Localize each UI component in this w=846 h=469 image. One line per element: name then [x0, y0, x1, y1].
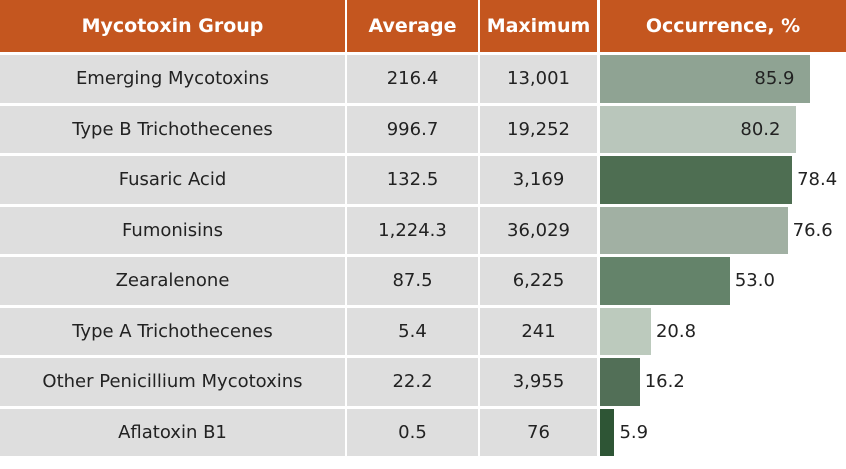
- occurrence-bar: [600, 307, 651, 355]
- occurrence-label: 16.2: [644, 371, 685, 393]
- cell: Aflatoxin B1: [0, 408, 345, 456]
- bar-cell: [600, 408, 846, 456]
- cell: 13,001: [480, 55, 597, 103]
- occurrence-label: 80.2: [740, 118, 781, 140]
- cell: Fusaric Acid: [0, 156, 345, 204]
- occurrence-label: 5.9: [619, 421, 649, 443]
- occurrence-bar: [600, 55, 811, 103]
- occurrence-bar: [600, 408, 615, 456]
- cell: Emerging Mycotoxins: [0, 55, 345, 103]
- cell: Zearalenone: [0, 257, 345, 305]
- cell: Type A Trichothecenes: [0, 307, 345, 355]
- cell: 0.5: [347, 408, 478, 456]
- cell: 5.4: [347, 307, 478, 355]
- cell: Fumonisins: [0, 206, 345, 254]
- cell: 241: [480, 307, 597, 355]
- occurrence-bar: [600, 206, 788, 254]
- cell: 3,955: [480, 358, 597, 406]
- cell: 19,252: [480, 105, 597, 153]
- cell: Type B Trichothecenes: [0, 105, 345, 153]
- occurrence-label: 85.9: [754, 68, 795, 90]
- cell: 76: [480, 408, 597, 456]
- occurrence-bar: [600, 156, 793, 204]
- occurrence-label: 53.0: [734, 270, 775, 292]
- occurrence-label: 76.6: [792, 219, 833, 241]
- occurrence-bar: [600, 257, 730, 305]
- occurrence-bar: [600, 358, 640, 406]
- cell: Other Penicillium Mycotoxins: [0, 358, 345, 406]
- cell: 6,225: [480, 257, 597, 305]
- occurrence-label: 20.8: [655, 320, 697, 342]
- cell: 87.5: [347, 257, 478, 305]
- cell: 132.5: [347, 156, 478, 204]
- column-header: Maximum: [480, 0, 597, 52]
- bar-cell: [600, 358, 846, 406]
- occurrence-label: 78.4: [797, 169, 838, 191]
- cell: 36,029: [480, 206, 597, 254]
- cell: 1,224.3: [347, 206, 478, 254]
- column-header: Average: [347, 0, 478, 52]
- cell: 996.7: [347, 105, 478, 153]
- column-header: Occurrence, %: [600, 0, 846, 52]
- cell: 216.4: [347, 55, 478, 103]
- cell: 3,169: [480, 156, 597, 204]
- cell: 22.2: [347, 358, 478, 406]
- column-header: Mycotoxin Group: [0, 0, 345, 52]
- occurrence-bar: [600, 105, 797, 153]
